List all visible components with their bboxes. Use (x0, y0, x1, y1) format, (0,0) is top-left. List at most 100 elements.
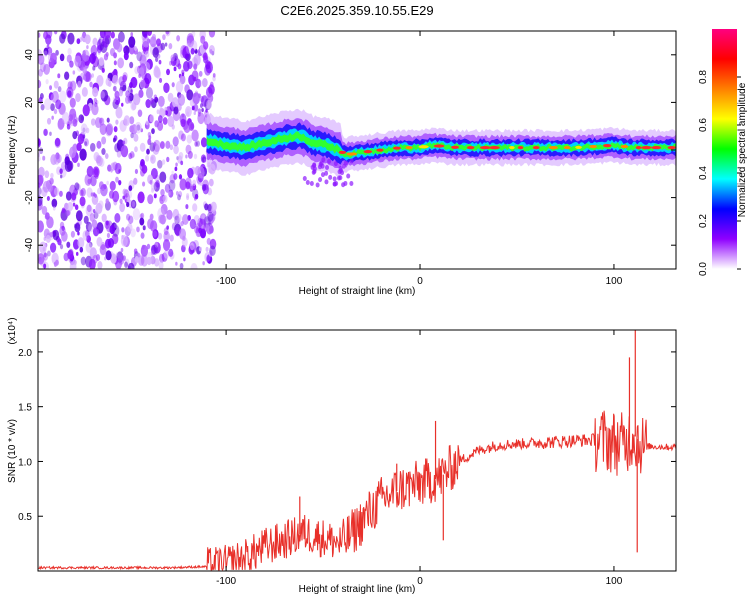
colorbar-tick-label: 0.2 (698, 214, 709, 228)
noise-blob (109, 180, 116, 191)
noise-blob (147, 174, 154, 184)
noise-blob (194, 141, 198, 147)
ridge-scatter (305, 180, 310, 186)
noise-blob (150, 154, 156, 164)
noise-blob (125, 95, 130, 104)
noise-blob (137, 191, 145, 204)
noise-blob (43, 252, 47, 258)
noise-blob (165, 140, 171, 149)
noise-blob (204, 64, 212, 76)
noise-blob (147, 218, 154, 230)
noise-blob (50, 172, 54, 179)
noise-blob (185, 181, 191, 190)
noise-blob (194, 196, 197, 201)
noise-blob (54, 137, 61, 147)
noise-blob (177, 63, 182, 70)
ridge-peak-spot (603, 144, 612, 148)
noise-blob (156, 109, 160, 115)
noise-blob (53, 154, 61, 165)
noise-blob (114, 213, 121, 223)
colorbar: 0.0 0.2 0.4 0.6 0.8 Normalized spectral ampl… (698, 29, 748, 276)
noise-blob (150, 97, 154, 104)
ridge-peak-spot (667, 146, 676, 150)
noise-blob (132, 153, 135, 158)
noise-blob (95, 254, 101, 261)
noise-blob (152, 47, 159, 58)
snr-line-layer (38, 330, 676, 571)
snr-ytick-label: 0.5 (18, 512, 32, 523)
noise-blob (48, 92, 54, 101)
ridge-scatter (333, 161, 338, 167)
noise-blob (67, 249, 74, 260)
colorbar-tick-label: 0.6 (698, 118, 709, 132)
noise-blob (184, 84, 190, 94)
snr-xtick-label: 100 (606, 576, 623, 587)
noise-blob (67, 32, 75, 45)
noise-blob (205, 224, 210, 231)
noise-blob (179, 262, 184, 269)
noise-blob (150, 181, 157, 191)
noise-blob (82, 230, 89, 241)
noise-blob (193, 103, 199, 112)
noise-blob (76, 142, 82, 152)
noise-blob (91, 73, 94, 78)
noise-blob (67, 47, 72, 55)
noise-blob (139, 142, 146, 152)
noise-blob (192, 179, 197, 186)
noise-blob (155, 56, 159, 63)
noise-blob (148, 135, 152, 140)
noise-blob (157, 95, 165, 108)
noise-blob (200, 137, 208, 148)
noise-blob (186, 134, 193, 144)
noise-blob (119, 198, 123, 204)
noise-blob (130, 32, 134, 37)
noise-blob (92, 37, 98, 46)
noise-blob (77, 231, 80, 236)
noise-blob (69, 80, 77, 92)
spectrogram-ytick-label: 0 (24, 147, 35, 153)
noise-blob (128, 36, 136, 48)
ridge-scatter (320, 172, 325, 178)
noise-blob (142, 225, 146, 231)
noise-blob (118, 180, 122, 186)
noise-blob (81, 87, 88, 97)
spectrogram-y-ticks: -40 -20 0 20 40 (24, 49, 676, 252)
noise-blob (175, 162, 178, 167)
noise-blob (187, 150, 193, 159)
noise-blob (122, 188, 127, 196)
noise-blob (207, 211, 214, 222)
noise-blob (183, 257, 186, 262)
ridge-scatter (312, 162, 317, 168)
snr-x-ticks: -100 0 100 (216, 330, 623, 587)
noise-blob (185, 204, 189, 210)
noise-blob (59, 33, 66, 44)
noise-blob (100, 90, 105, 99)
noise-blob (85, 230, 90, 238)
ridge-peak-spot (548, 146, 558, 150)
noise-blob (169, 144, 174, 151)
noise-blob (40, 103, 45, 111)
noise-blob (162, 194, 168, 203)
noise-blob (95, 229, 100, 235)
noise-blob (92, 254, 98, 264)
noise-blob (127, 262, 135, 269)
ridge-scatter (318, 177, 323, 183)
noise-blob (38, 138, 41, 146)
noise-blob (79, 131, 86, 141)
spectrogram-xtick-label: 0 (417, 276, 423, 287)
noise-blob (113, 52, 117, 59)
noise-blob (125, 90, 130, 98)
noise-blob (159, 141, 165, 150)
noise-blob (112, 86, 116, 92)
noise-blob (138, 73, 141, 78)
noise-blob (79, 148, 87, 161)
noise-blob (122, 74, 127, 83)
noise-blob (79, 196, 86, 207)
noise-blob (126, 213, 131, 221)
noise-blob (43, 31, 49, 40)
noise-blob (89, 81, 93, 88)
noise-blob (149, 180, 153, 185)
noise-blob (150, 187, 155, 193)
noise-blob (123, 45, 130, 56)
ridge-scatter (341, 163, 346, 169)
